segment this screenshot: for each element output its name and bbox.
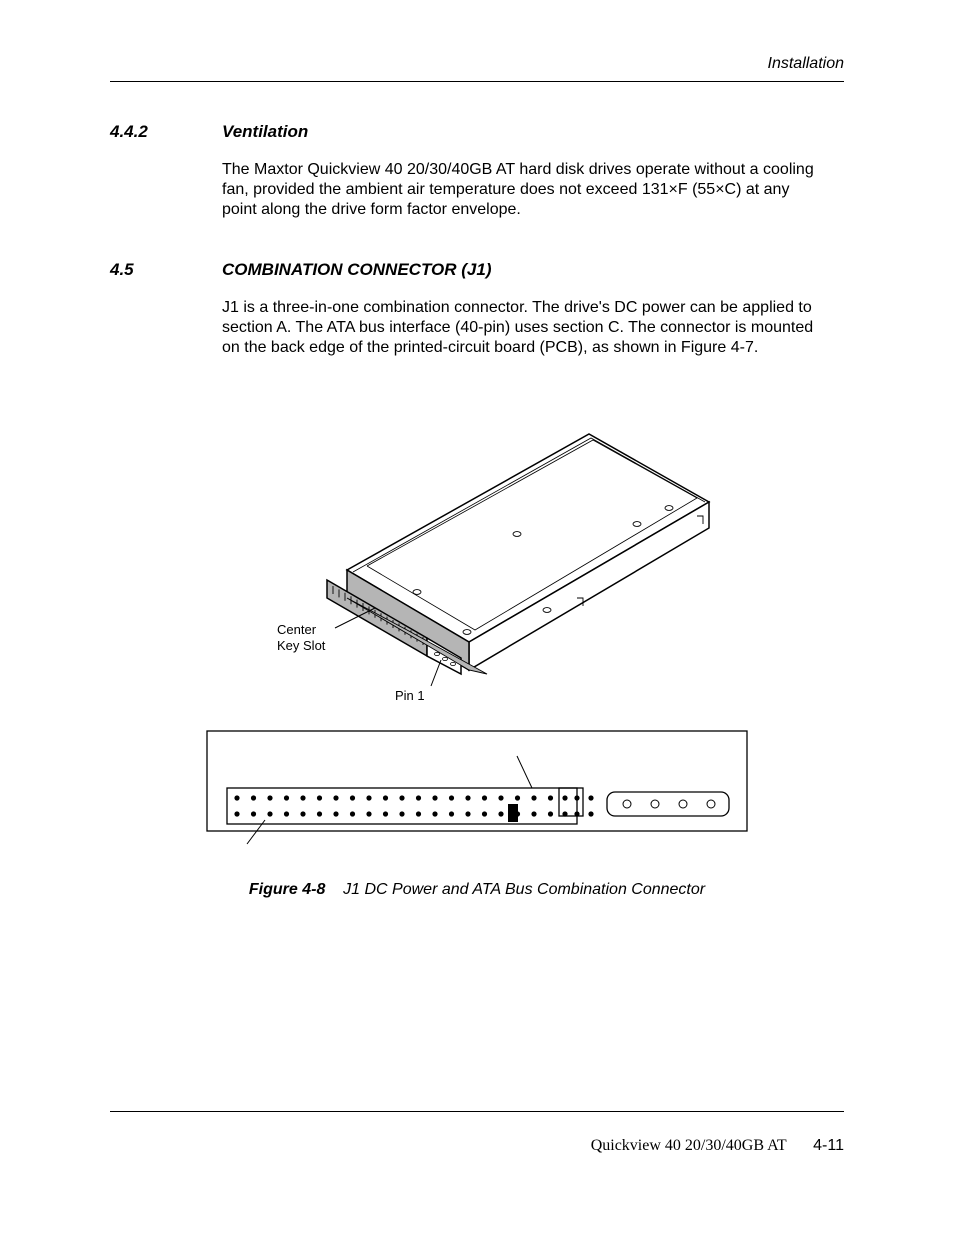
figure-area: CenterKey Slot Pin 1 Figure 4-8 J1 DC Pow… xyxy=(110,398,844,899)
section-title: COMBINATION CONNECTOR (J1) xyxy=(222,260,492,280)
svg-text:Pin 1: Pin 1 xyxy=(395,688,425,703)
footer-product: Quickview 40 20/30/40GB AT xyxy=(591,1137,787,1154)
section-body: J1 is a three-in-one combination connect… xyxy=(222,298,822,358)
section-4-5: 4.5 COMBINATION CONNECTOR (J1) xyxy=(110,260,844,280)
section-number: 4.5 xyxy=(110,260,222,280)
svg-text:Center: Center xyxy=(277,622,317,637)
figure-caption-title: J1 DC Power and ATA Bus Combination Conn… xyxy=(343,881,705,898)
footer-rule xyxy=(110,1111,844,1112)
svg-text:Key Slot: Key Slot xyxy=(277,638,326,653)
section-number: 4.4.2 xyxy=(110,122,222,142)
figure-drive-isometric: CenterKey Slot Pin 1 xyxy=(217,398,737,708)
footer: Quickview 40 20/30/40GB AT 4-11 xyxy=(591,1137,844,1155)
figure-caption: Figure 4-8 J1 DC Power and ATA Bus Combi… xyxy=(249,881,705,899)
figure-caption-label: Figure 4-8 xyxy=(249,881,325,898)
header-chapter-label: Installation xyxy=(110,55,844,81)
section-4-4-2: 4.4.2 Ventilation xyxy=(110,122,844,142)
section-body: The Maxtor Quickview 40 20/30/40GB AT ha… xyxy=(222,160,822,220)
header-rule xyxy=(110,81,844,82)
section-title: Ventilation xyxy=(222,122,308,142)
footer-page-number: 4-11 xyxy=(813,1137,844,1154)
figure-connector-rear xyxy=(187,726,767,856)
